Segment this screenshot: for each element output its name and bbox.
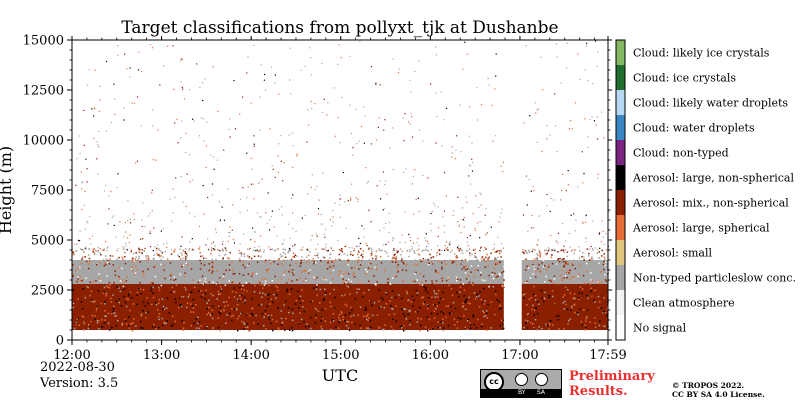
y-tick-label-6: 12500 bbox=[23, 84, 64, 99]
license-by-text: BY bbox=[518, 389, 526, 396]
x-tick-label-2: 13:00 bbox=[143, 348, 180, 363]
legend-swatch-4 bbox=[616, 240, 625, 265]
legend-label-6: Aerosol: mix., non-spherical bbox=[632, 197, 789, 210]
y-tick-label-7: 15000 bbox=[23, 34, 64, 49]
y-tick-label-3: 5000 bbox=[31, 234, 64, 249]
legend: No signal Clean atmosphere Non-typed parti… bbox=[615, 39, 796, 341]
legend-swatch-6 bbox=[616, 190, 625, 215]
legend-label-7: Aerosol: large, non-spherical bbox=[632, 172, 794, 185]
legend-swatch-5 bbox=[616, 215, 625, 240]
y-axis-label: Height (m) bbox=[0, 146, 15, 234]
legend-swatch-1 bbox=[616, 315, 625, 340]
cc-icon: cc bbox=[484, 372, 504, 392]
sa-share-icon bbox=[535, 373, 548, 386]
legend-label-8: Cloud: non-typed bbox=[633, 147, 729, 160]
license-sa-text: SA bbox=[537, 389, 546, 396]
copyright-line2: CC BY SA 4.0 License. bbox=[672, 390, 765, 399]
legend-label-1: No signal bbox=[633, 322, 687, 335]
legend-label-9: Cloud: water droplets bbox=[633, 122, 755, 135]
x-tick-label-5: 16:00 bbox=[412, 348, 449, 363]
x-axis-label: UTC bbox=[322, 366, 358, 385]
license-bar: BY SA bbox=[481, 389, 561, 397]
preliminary-line1: Preliminary bbox=[569, 369, 655, 384]
by-person-icon bbox=[515, 373, 528, 386]
x-tick-label-3: 14:00 bbox=[232, 348, 269, 363]
x-tick-label-7: 17:59 bbox=[589, 348, 626, 363]
preliminary-note: Preliminary Results. bbox=[569, 369, 655, 399]
legend-swatch-8 bbox=[616, 140, 625, 165]
date-text: 2022-08-30 bbox=[40, 360, 115, 375]
y-tick-label-2: 2500 bbox=[31, 284, 64, 299]
speckle-texture bbox=[72, 40, 610, 332]
legend-swatch-10 bbox=[616, 90, 625, 115]
legend-label-2: Clean atmosphere bbox=[633, 297, 735, 310]
legend-swatch-3 bbox=[616, 265, 625, 290]
x-tick-label-6: 17:00 bbox=[501, 348, 538, 363]
x-tick-label-4: 15:00 bbox=[322, 348, 359, 363]
copyright-line1: © TROPOS 2022. bbox=[672, 381, 745, 390]
legend-label-5: Aerosol: large, spherical bbox=[632, 222, 770, 235]
layer-2-segment-1 bbox=[72, 260, 504, 284]
legend-label-10: Cloud: likely water droplets bbox=[633, 97, 788, 110]
legend-frame bbox=[615, 39, 626, 341]
preliminary-line2: Results. bbox=[569, 384, 628, 399]
legend-swatch-9 bbox=[616, 115, 625, 140]
version-text: Version: 3.5 bbox=[40, 376, 119, 391]
plot-area bbox=[72, 40, 610, 340]
copyright-note: © TROPOS 2022. CC BY SA 4.0 License. bbox=[672, 381, 765, 399]
chart-title: Target classifications from pollyxt_tjk … bbox=[121, 18, 558, 38]
legend-swatch-12 bbox=[616, 40, 625, 65]
legend-label-11: Cloud: ice crystals bbox=[633, 72, 736, 85]
axes: 12:00 13:00 14:00 15:00 16:00 17:00 17:59 0 2500… bbox=[23, 34, 627, 364]
legend-label-3: Non-typed particleslow conc. bbox=[633, 272, 796, 285]
legend-swatch-7 bbox=[616, 165, 625, 190]
y-tick-label-5: 10000 bbox=[23, 134, 64, 149]
legend-label-4: Aerosol: small bbox=[632, 247, 712, 260]
y-tick-label-4: 7500 bbox=[31, 184, 64, 199]
legend-label-12: Cloud: likely ice crystals bbox=[633, 47, 770, 60]
y-tick-label-1: 0 bbox=[56, 334, 64, 349]
legend-swatch-11 bbox=[616, 65, 625, 90]
legend-swatch-2 bbox=[616, 290, 625, 315]
x-tick-label-1: 12:00 bbox=[53, 348, 90, 363]
cc-license-badge: cc BY SA bbox=[480, 369, 562, 398]
